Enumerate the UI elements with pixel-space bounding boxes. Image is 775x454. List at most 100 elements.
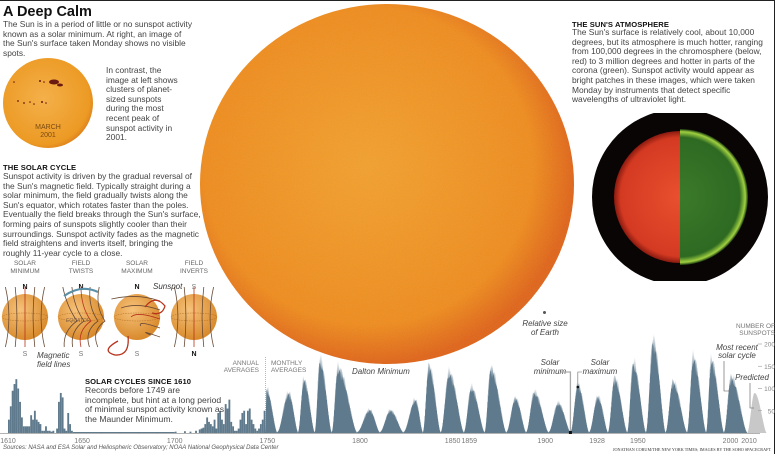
- annual-bar: [254, 428, 257, 433]
- x-tick-label: 1650: [74, 438, 90, 445]
- march-label: MARCH: [35, 124, 61, 131]
- contrast-text: In contrast, the image at left shows clu…: [106, 65, 178, 143]
- pole-label-bottom: N: [191, 351, 196, 358]
- x-tick-label: 2000: [723, 438, 739, 445]
- annual-bar: [228, 399, 231, 433]
- solar-cycle-heading: THE SOLAR CYCLE: [3, 163, 77, 172]
- page-title: A Deep Calm: [3, 4, 92, 20]
- annual-bar: [248, 408, 251, 433]
- twist-arrow-icon: [63, 287, 99, 297]
- pole-label-top: N: [134, 284, 139, 291]
- solar-maximum-dot: [576, 385, 580, 389]
- solar-minimum-label: minimum: [534, 367, 567, 376]
- annual-bar: [67, 412, 70, 433]
- monthly-cycle-area: [645, 333, 666, 433]
- y-tick-label: 100: [764, 386, 775, 393]
- annual-bar: [246, 410, 249, 433]
- monthly-cycle-area: [723, 373, 747, 433]
- equator-label: EQUATOR: [66, 318, 91, 324]
- monthly-cycle-area: [422, 361, 441, 433]
- annual-averages-label: ANNUAL: [233, 360, 260, 367]
- earth-label-line2: of Earth: [530, 328, 559, 337]
- annual-bar: [234, 430, 236, 433]
- annual-bar: [70, 430, 73, 433]
- monthly-cycle-area: [570, 382, 589, 433]
- x-tick-label: 1700: [167, 438, 183, 445]
- field-lines: [5, 286, 45, 348]
- sun-sphere: [114, 294, 160, 340]
- annual-bar: [250, 419, 253, 433]
- annual-bar: [58, 401, 60, 433]
- y-tick-label: 50: [768, 408, 775, 415]
- annual-bar: [15, 379, 18, 433]
- monthly-cycle-area: [686, 348, 707, 433]
- field-lines-label-line1: Magnetic: [37, 351, 70, 360]
- annual-bar: [32, 419, 34, 433]
- annual-bar: [263, 410, 266, 433]
- credit-text: JONATHAN CORUM/THE NEW YORK TIMES; IMAGE…: [612, 447, 771, 452]
- annual-bar: [243, 410, 246, 433]
- annual-bar: [252, 424, 255, 433]
- pole-label-bottom: S: [23, 351, 28, 358]
- annual-bar: [24, 426, 27, 433]
- annual-bar: [195, 430, 197, 433]
- x-tick-label: 1750: [260, 438, 276, 445]
- annual-bar: [226, 408, 229, 433]
- y-axis-label-line1: NUMBER OF: [736, 323, 775, 330]
- sunspot-loop: [107, 335, 129, 356]
- annual-bar: [230, 421, 233, 433]
- monthly-averages-label: MONTHLY: [271, 360, 303, 367]
- annual-bar: [63, 428, 66, 433]
- annual-bar: [8, 419, 10, 433]
- stage-label-line2: MAXIMUM: [121, 268, 152, 275]
- sunspot-label: Sunspot: [153, 282, 183, 291]
- annual-bar: [56, 428, 59, 433]
- annual-bar: [22, 426, 25, 433]
- x-tick-label: 1950: [630, 438, 646, 445]
- atmosphere-heading: THE SUN'S ATMOSPHERE: [572, 20, 670, 29]
- monthly-averages-label: AVERAGES: [271, 367, 307, 374]
- magnetic-field-lines-label: Magnetic field lines: [37, 351, 70, 369]
- annual-bar: [213, 419, 216, 433]
- most-recent-cycle-label: solar cycle: [718, 351, 756, 360]
- annual-bar: [48, 430, 51, 433]
- annual-bar: [217, 412, 220, 433]
- annual-bar: [224, 404, 227, 433]
- monthly-cycle-area: [627, 356, 646, 433]
- field-lines-label-line2: field lines: [37, 360, 71, 369]
- solar-maximum-label: Solar: [591, 358, 610, 367]
- monthly-cycle-area: [463, 382, 485, 433]
- predicted-cycle-area: [746, 392, 767, 433]
- monthly-cycle-area: [314, 353, 332, 433]
- annual-bar: [45, 426, 47, 433]
- annual-bar: [215, 428, 218, 433]
- predicted-pointer: [749, 383, 754, 409]
- earth-label: Relative size of Earth: [515, 319, 575, 337]
- sun-atmosphere-image: [592, 113, 768, 281]
- annual-bar: [69, 424, 71, 433]
- annual-bar: [239, 419, 242, 433]
- annual-bar: [17, 388, 20, 433]
- sun-surface-image: [200, 4, 574, 364]
- y-tick-label: 150: [764, 364, 775, 371]
- monthly-cycle-area: [297, 375, 315, 433]
- annual-bar: [209, 424, 212, 433]
- monthly-cycle-area: [379, 408, 404, 433]
- monthly-cycle-area: [276, 390, 298, 433]
- annual-bar: [256, 430, 259, 433]
- monthly-cycle-area: [440, 365, 464, 433]
- chromosphere-half: [614, 131, 680, 263]
- monthly-cycle-area: [706, 352, 724, 433]
- x-tick-label: 1900: [537, 438, 553, 445]
- monthly-cycle-area: [548, 400, 571, 433]
- field-lines: [174, 286, 214, 348]
- annual-bar: [28, 426, 31, 433]
- annual-bar: [39, 424, 42, 433]
- annual-bar: [26, 426, 29, 433]
- annual-bar: [65, 430, 68, 433]
- stage-label-line2: MINIMUM: [10, 268, 39, 275]
- annual-bar: [13, 384, 16, 433]
